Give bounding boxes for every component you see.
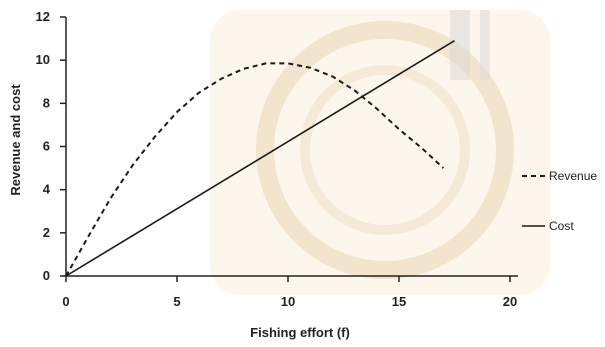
series-line-revenue [65,62,445,277]
y-tick-label: 10 [36,52,50,67]
x-tick-label: 15 [392,294,406,309]
y-tick-label: 4 [43,182,51,197]
y-tick-label: 2 [43,225,50,240]
x-tick-label: 0 [62,294,69,309]
y-tick-label: 12 [36,9,50,24]
y-axis-title: Revenue and cost [8,84,23,196]
legend-label-revenue: Revenue [549,169,597,183]
chart-plot-area [65,40,455,277]
y-tick-label: 0 [43,268,50,283]
x-tick-label: 20 [503,294,517,309]
chart-legend: Revenue Cost [522,169,597,233]
chart-ticks: 0 2 4 6 8 10 12 0 5 10 15 20 [36,9,518,309]
x-tick-label: 5 [173,294,180,309]
chart-axes [65,17,518,277]
series-line-cost [65,40,455,277]
x-tick-label: 10 [281,294,295,309]
y-tick-label: 6 [43,139,50,154]
legend-label-cost: Cost [549,219,574,233]
x-axis-title: Fishing effort (f) [250,325,350,340]
y-tick-label: 8 [43,95,50,110]
